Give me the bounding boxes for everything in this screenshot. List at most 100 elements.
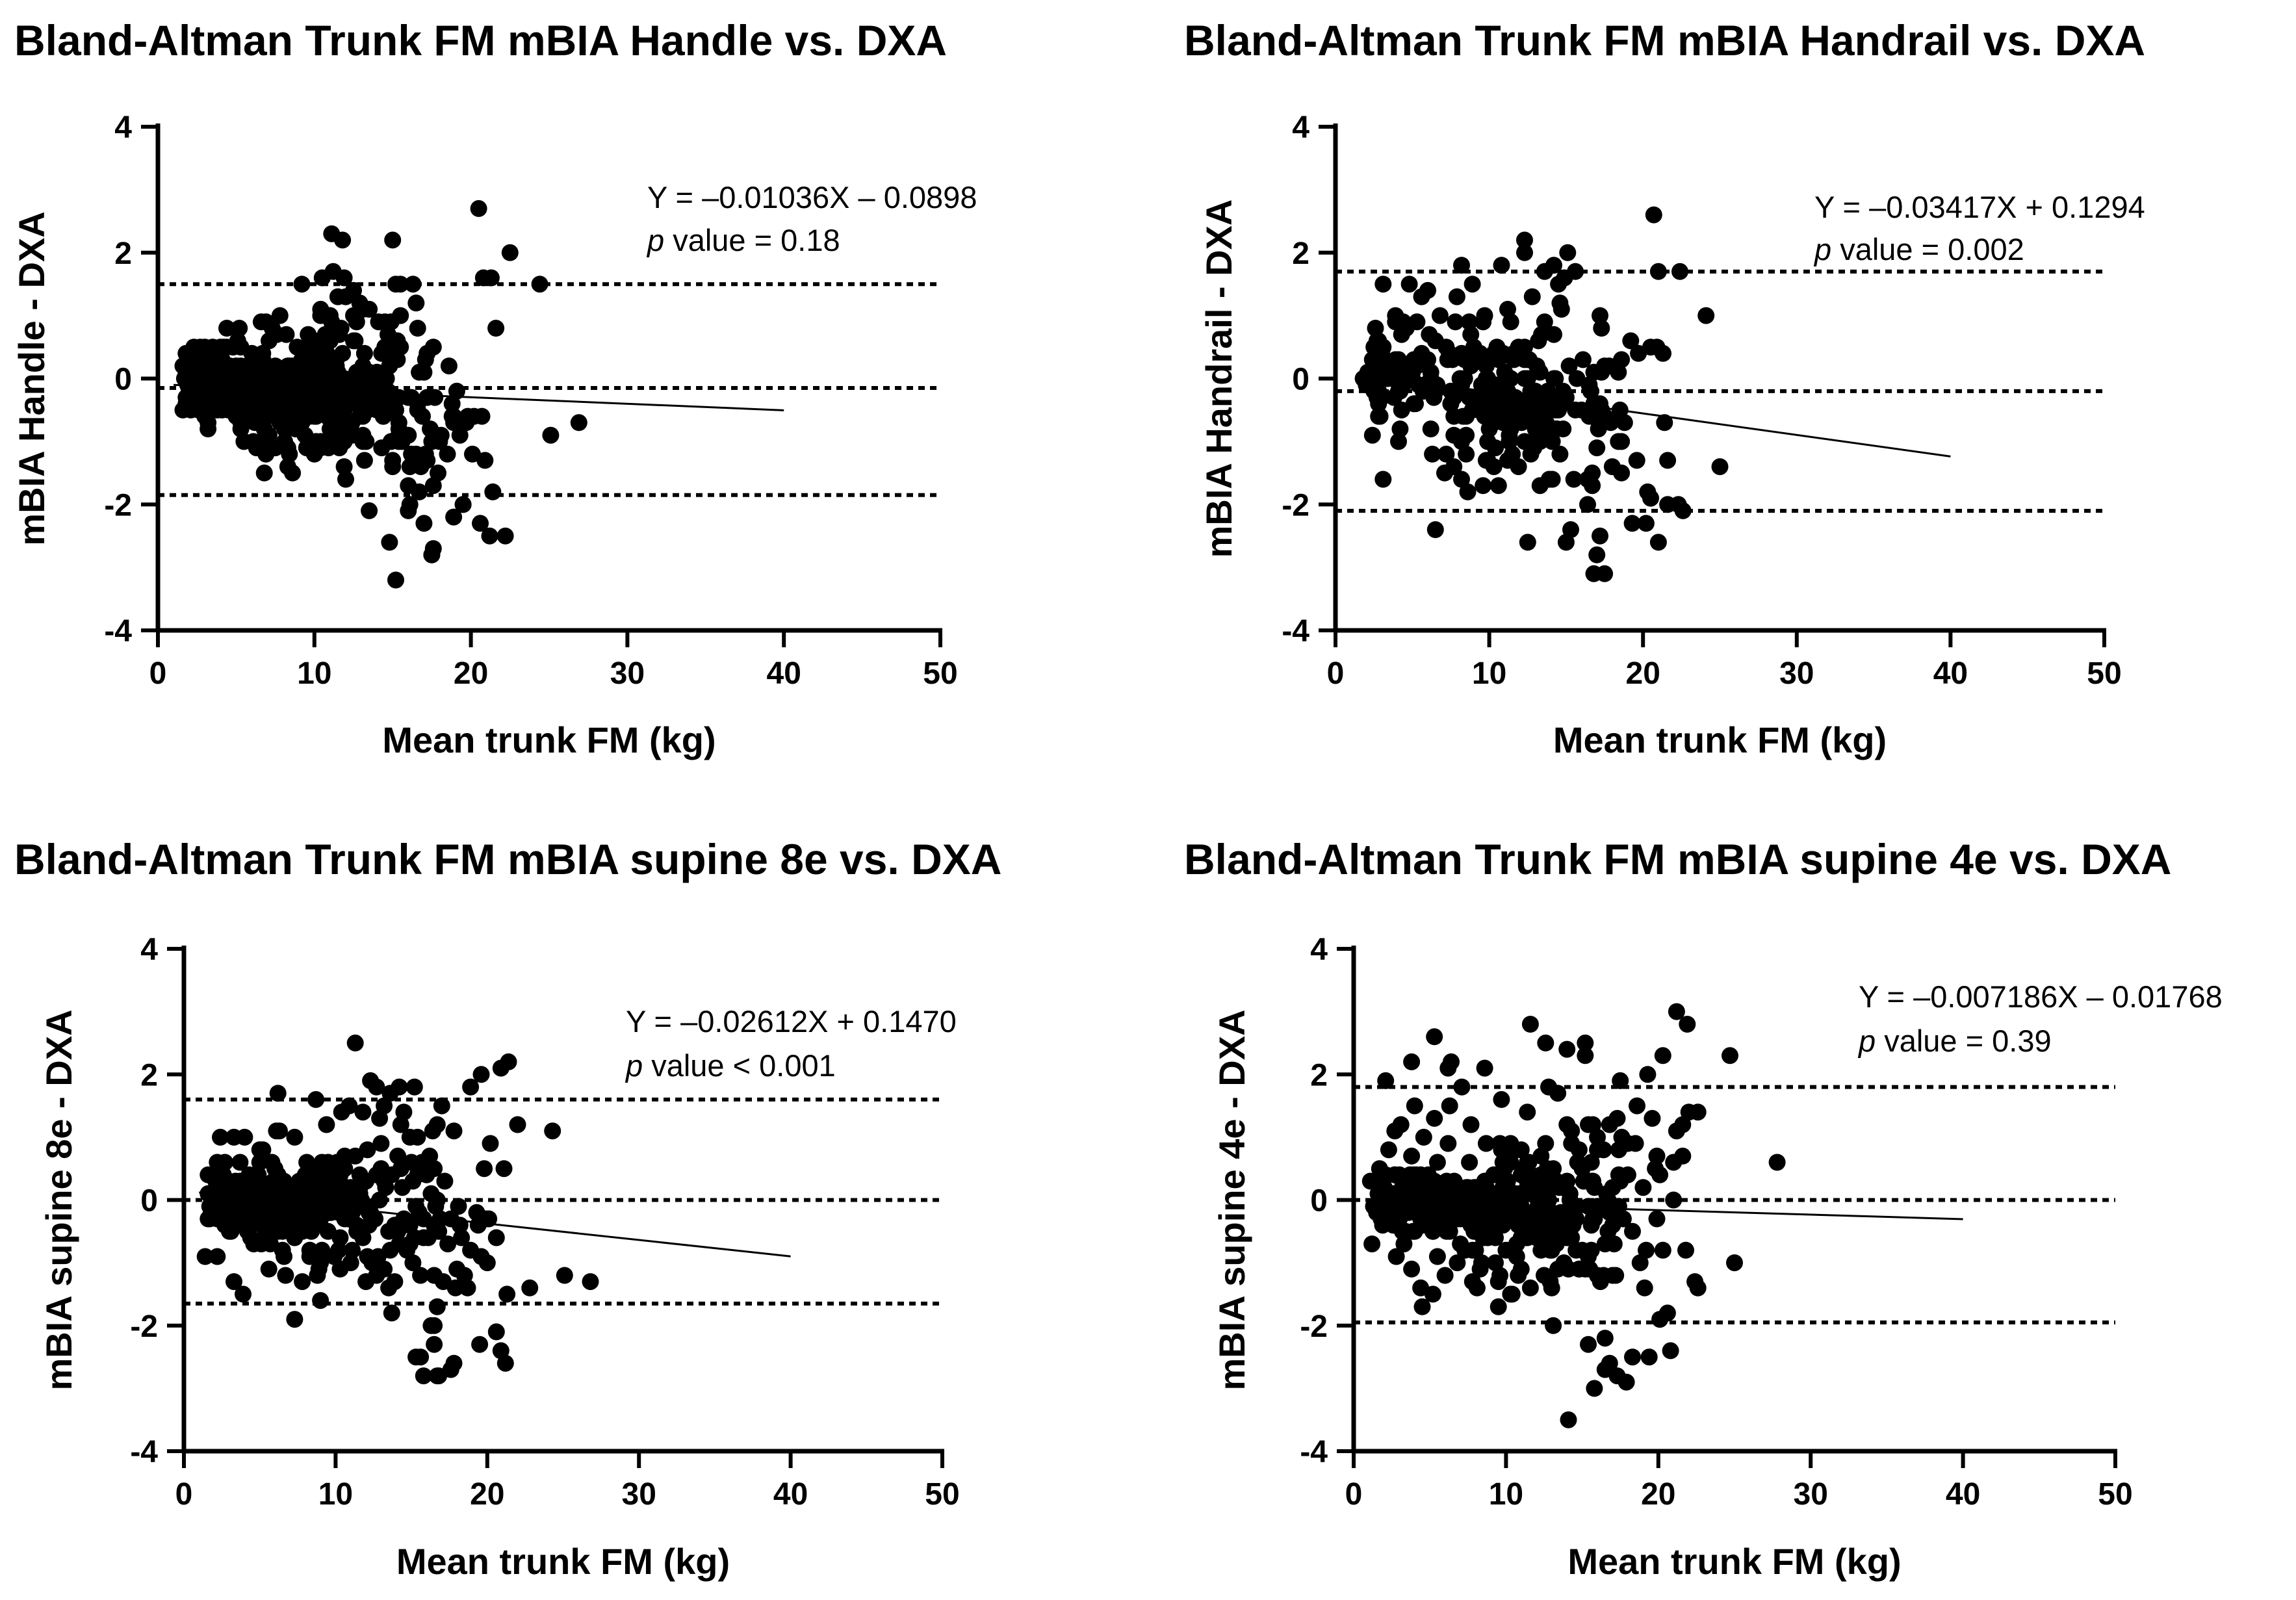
panel-4-data-point [1496,1160,1514,1178]
panel-2-data-point [1588,546,1606,563]
panel-4-data-point [1689,1103,1707,1121]
panel-4-data-point [1540,1166,1557,1183]
panel-4-data-point [1654,1047,1671,1065]
panel-1-data-point [293,276,311,293]
panel-1-data-point [316,395,334,413]
panel-3-data-point [445,1354,463,1372]
panel-2-data-point [1407,395,1424,413]
panel-3-data-point [269,1166,287,1183]
panel-3-data-point [462,1078,480,1096]
panel-3-data-point [260,1260,277,1278]
panel-3-data-point [409,1128,426,1146]
panel-1-data-point [348,313,365,331]
panel-2-data-point [1506,414,1524,432]
panel-4-data-point [1508,1141,1525,1159]
panel-1-x-tick-label: 0 [149,656,167,691]
panel-3-data-point [386,1273,404,1291]
panel-4-data-point [1537,1034,1554,1052]
panel-4-data-point [1658,1304,1676,1322]
panel-2-data-point [1356,370,1373,387]
panel-3-data-point [412,1267,430,1284]
panel-2-data-point [1370,395,1387,413]
panel-4-x-tick-label: 20 [1641,1477,1675,1512]
panel-3-data-point [226,1128,242,1146]
panel-1-data-point [316,382,334,400]
panel-4-data-point [1563,1229,1580,1246]
panel-2-data-point [1611,401,1629,419]
panel-3-data-point [424,1122,441,1140]
panel-3-title: Bland-Altman Trunk FM mBIA supine 8e vs.… [14,835,1001,883]
panel-4-x-tick-label: 30 [1794,1477,1828,1512]
panel-3-y-tick-label: 4 [140,933,158,967]
panel-1-y-label: mBIA Handle - DXA [11,211,52,545]
panel-3-data-point [450,1198,467,1215]
panel-4-data-point [1477,1135,1495,1152]
panel-1-data-point [451,426,469,444]
panel-3-x-tick-label: 50 [925,1477,959,1512]
panel-3-data-point [312,1172,329,1190]
panel-1-data-point [284,464,302,482]
panel-1-data-point [390,433,407,450]
panel-4-data-point [1532,1241,1550,1259]
panel-1-data-point [474,269,492,287]
panel-2-data-point [1393,326,1410,343]
panel-2-data-point [1494,344,1512,362]
panel-2-p-value: p value = 0.002 [1813,232,2024,266]
panel-3-data-point [495,1160,513,1178]
panel-4-data-point [1491,1267,1508,1284]
panel-4-data-point [1428,1248,1446,1265]
panel-1-data-point [501,244,519,261]
panel-1-data-point [384,231,402,249]
panel-4-data-point [1428,1154,1446,1171]
panel-2-data-point [1556,269,1573,287]
panel-1-data-point [476,452,494,469]
panel-1-data-point [407,294,425,312]
panel-3-data-point [482,1135,499,1152]
panel-1-data-point [263,320,281,337]
panel-4-data-point [1403,1053,1421,1070]
panel-3-data-point [271,1122,288,1140]
panel-1-data-point [473,407,491,425]
panel-1-y-tick-label: -4 [104,614,132,649]
panel-2-data-point [1530,332,1547,350]
panel-1-data-point [355,395,373,413]
panel-2-data-point [1453,376,1470,394]
panel-2: Bland-Altman Trunk FM mBIA Handrail vs. … [1184,16,2145,760]
panel-1-data-point [266,439,284,457]
panel-3-data-point [391,1078,408,1096]
panel-2-data-point [1426,382,1444,400]
panel-1-data-point [409,395,426,413]
panel-1-data-point [210,357,227,375]
panel-1-data-point [315,357,333,375]
panel-3-data-point [582,1273,599,1291]
panel-3-data-point [395,1103,413,1121]
panel-4-data-point [1596,1330,1614,1347]
panel-2-data-point [1499,389,1516,406]
panel-4-data-point [1412,1279,1430,1297]
panel-1-data-point [415,363,433,381]
panel-3-data-point [472,1066,490,1083]
panel-4-data-point [1371,1160,1388,1178]
panel-2-data-point [1519,534,1536,551]
panel-3-data-point [333,1103,350,1121]
panel-2-data-point [1510,339,1527,356]
panel-4-data-point [1426,1028,1443,1046]
panel-2-data-point [1438,445,1455,463]
panel-1-data-point [194,376,212,394]
panel-1-data-point [401,496,419,513]
panel-1-data-point [235,433,253,450]
panel-4-data-point [1531,1185,1548,1202]
panel-4-data-point [1577,1047,1594,1065]
panel-1-data-point [348,363,365,381]
panel-4-x-tick-label: 0 [1345,1477,1363,1512]
panel-4-p-symbol: p [1857,1024,1876,1058]
panel-1-x-tick-label: 10 [297,656,331,691]
panel-4-data-point [1607,1267,1625,1284]
panel-1-data-point [179,376,196,394]
panel-3-data-point [426,1160,443,1178]
panel-2-data-point [1371,407,1389,425]
panel-4-data-point [1654,1241,1671,1259]
panel-2-data-point [1374,471,1392,488]
panel-3-data-point [196,1248,214,1265]
panel-1-data-point [300,370,317,387]
